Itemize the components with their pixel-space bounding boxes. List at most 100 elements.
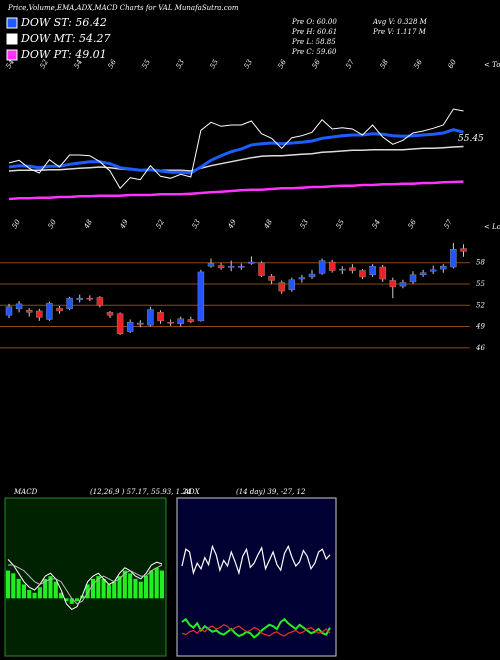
top-label: 53: [175, 58, 187, 70]
candle-body: [298, 277, 306, 280]
low-label: 53: [299, 218, 311, 230]
candle-body: [126, 322, 134, 332]
candle-body: [248, 261, 255, 264]
candle-body: [227, 266, 235, 268]
y-tick-label: 52: [476, 301, 485, 309]
macd-title: MACD: [13, 488, 38, 496]
histogram-bar: [53, 581, 58, 599]
histogram-bar: [106, 584, 111, 599]
histogram-bar: [154, 567, 159, 599]
candle-body: [167, 322, 174, 324]
histogram-bar: [48, 576, 53, 599]
stat: Pre O: 60.00: [291, 18, 337, 26]
candle-body: [187, 319, 195, 322]
candle-body: [238, 266, 245, 268]
candle-body: [308, 273, 316, 278]
candle-body: [349, 267, 356, 271]
candle-body: [409, 274, 417, 283]
candle-body: [440, 266, 447, 270]
histogram-bar: [69, 598, 74, 604]
histogram-bar: [96, 576, 101, 599]
series-line: [8, 180, 464, 201]
candle-body: [318, 260, 326, 274]
adx-line: [181, 624, 331, 637]
y-tick-label: 55: [476, 280, 485, 288]
candle-body: [379, 266, 386, 280]
top-label: 53: [243, 58, 255, 70]
candle-body: [137, 322, 144, 325]
candle-body: [197, 271, 205, 322]
adx-title: ADX: [183, 488, 201, 496]
candle-body: [86, 297, 94, 300]
tops-label: < Tops: [484, 61, 500, 69]
top-label: 55: [209, 58, 221, 70]
candle-body: [399, 282, 407, 287]
low-label: 52: [155, 218, 167, 230]
histogram-bar: [112, 581, 117, 599]
low-label: 50: [11, 218, 23, 230]
stat: Pre H: 60.61: [291, 28, 337, 36]
adx-line: [181, 544, 331, 576]
candle-body: [258, 262, 265, 276]
candle-body: [268, 275, 275, 281]
candle-body: [419, 272, 427, 276]
stat: Avg V: 0.328 M: [372, 18, 428, 26]
top-label: 60: [447, 58, 459, 70]
candle-body: [359, 270, 366, 278]
stat: Pre L: 58.85: [291, 38, 336, 46]
legend-label: DOW ST: 56.42: [20, 16, 107, 29]
legend-label: DOW PT: 49.01: [20, 48, 107, 61]
candle-body: [66, 297, 73, 310]
candle-body: [147, 309, 154, 326]
legend-label: DOW MT: 54.27: [20, 32, 111, 45]
histogram-bar: [74, 598, 80, 602]
legend-swatch: [6, 33, 18, 45]
histogram-bar: [85, 584, 90, 599]
candle-body: [207, 263, 215, 267]
histogram-bar: [37, 587, 42, 599]
histogram-bar: [159, 570, 165, 599]
candle-body: [278, 282, 285, 292]
macd-subtitle: (12,26,9 ) 57.17, 55.93, 1.24: [90, 488, 191, 496]
legend-swatch: [6, 49, 18, 61]
histogram-bar: [16, 578, 21, 599]
candle-body: [389, 280, 397, 288]
candle-body: [288, 279, 296, 290]
top-label: 56: [413, 58, 425, 70]
low-label: 55: [335, 218, 347, 230]
adx-line: [181, 617, 331, 639]
top-label: 57: [345, 58, 357, 70]
histogram-bar: [128, 573, 133, 599]
candle-body: [96, 297, 104, 306]
candle-body: [25, 309, 33, 313]
candle-body: [56, 307, 63, 312]
histogram-bar: [101, 578, 106, 599]
candle-body: [460, 248, 467, 252]
candle-body: [369, 266, 376, 276]
candle-body: [46, 302, 53, 320]
candle-body: [5, 306, 13, 316]
candle-body: [106, 312, 114, 316]
y-tick-label: 58: [476, 259, 485, 267]
candle-body: [217, 265, 225, 268]
top-label: 55: [141, 58, 153, 70]
histogram-bar: [138, 581, 143, 599]
candle-body: [429, 269, 437, 272]
candle-body: [450, 249, 457, 268]
legend-swatch: [6, 17, 18, 29]
histogram-bar: [27, 590, 32, 599]
histogram-bar: [64, 598, 69, 602]
macd-panel: [4, 497, 167, 657]
annotation: 55.45: [458, 134, 484, 144]
candle-body: [116, 313, 124, 334]
histogram-bar: [43, 578, 48, 599]
candle-body: [76, 297, 83, 300]
histogram-bar: [144, 576, 149, 599]
y-tick-label: 46: [475, 344, 485, 352]
series-line: [8, 128, 464, 175]
series-line: [8, 108, 464, 190]
y-tick-label: 49: [475, 323, 485, 331]
candle-body: [328, 261, 336, 271]
low-label: 50: [47, 218, 59, 230]
